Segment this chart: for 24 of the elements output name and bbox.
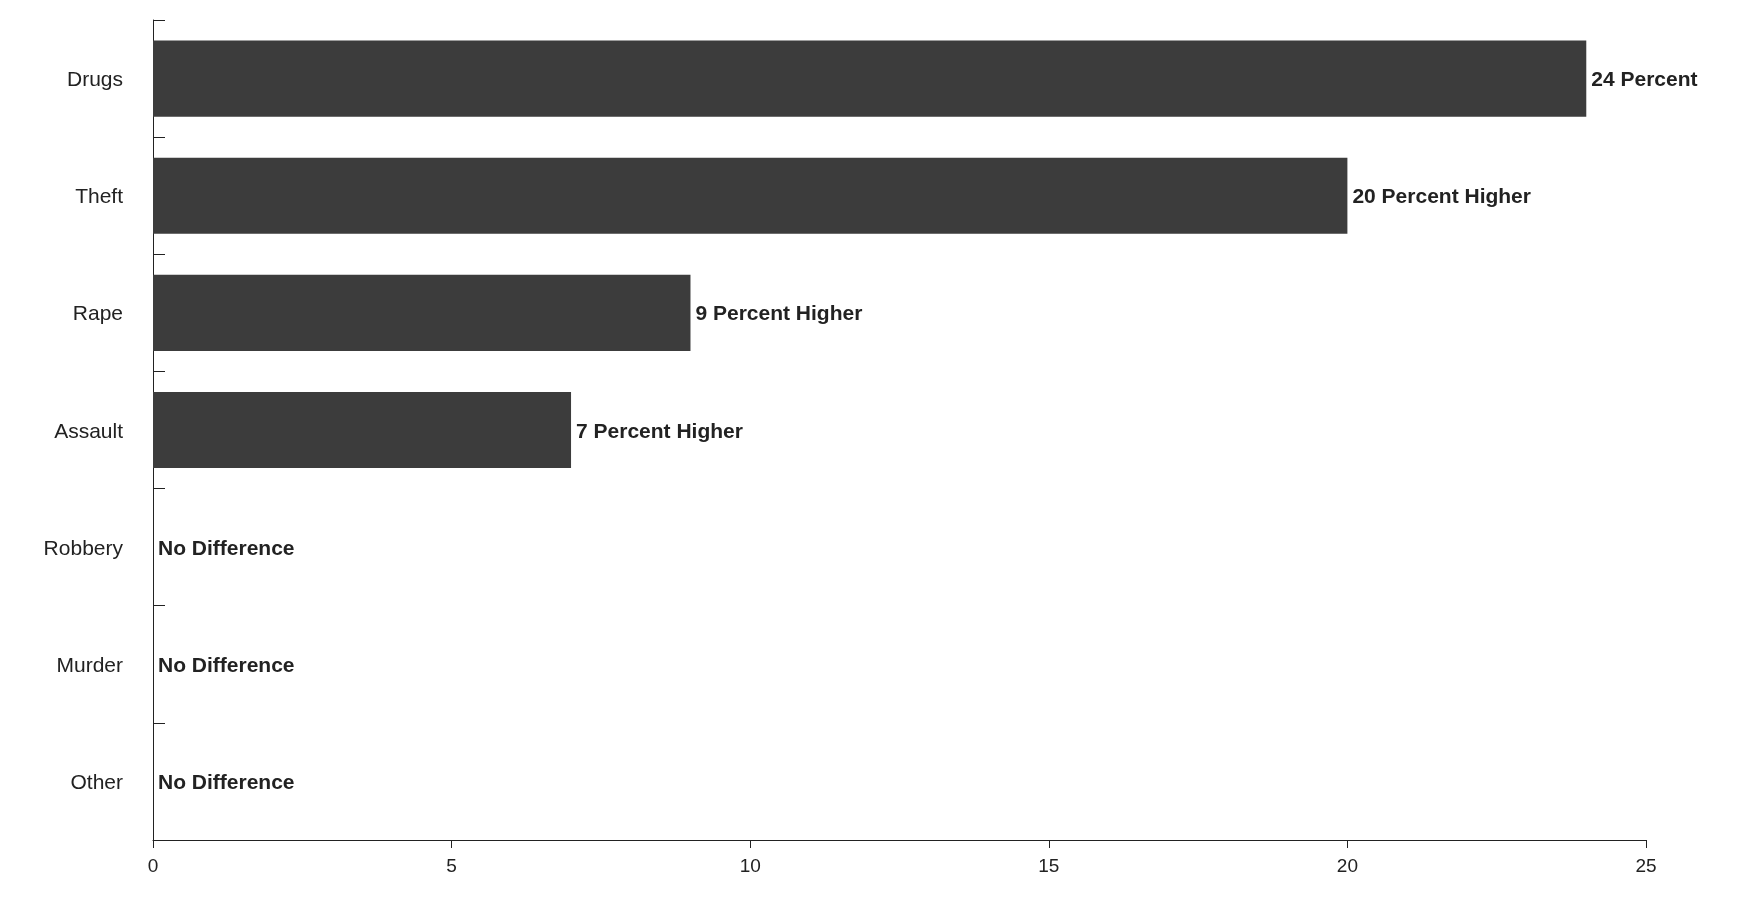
x-tick-label: 20: [1336, 855, 1358, 876]
y-tick-label: Murder: [56, 652, 123, 676]
y-tick-label: Rape: [72, 301, 123, 325]
data-label: 24 Percent: [1591, 67, 1698, 91]
x-tick-label: 25: [1635, 855, 1657, 876]
bar: [153, 157, 1348, 234]
bar: [153, 40, 1587, 117]
y-tick-label: Other: [70, 769, 123, 793]
y-tick-label: Robbery: [43, 535, 124, 559]
x-tick-label: 10: [739, 855, 761, 876]
y-tick-label: Assault: [54, 418, 124, 442]
data-label: No Difference: [158, 652, 295, 676]
x-tick-label: 5: [446, 855, 457, 876]
bar: [153, 391, 572, 469]
bar: [153, 274, 691, 351]
data-label: No Difference: [158, 769, 295, 793]
y-tick-label: Drugs: [66, 67, 123, 91]
x-tick-label: 15: [1038, 855, 1060, 876]
data-label: 9 Percent Higher: [695, 301, 863, 325]
x-tick-label: 0: [147, 855, 159, 876]
data-label: No Difference: [158, 535, 295, 559]
data-label: 20 Percent Higher: [1352, 184, 1531, 208]
y-tick-label: Theft: [75, 184, 124, 208]
data-label: 7 Percent Higher: [576, 418, 743, 442]
